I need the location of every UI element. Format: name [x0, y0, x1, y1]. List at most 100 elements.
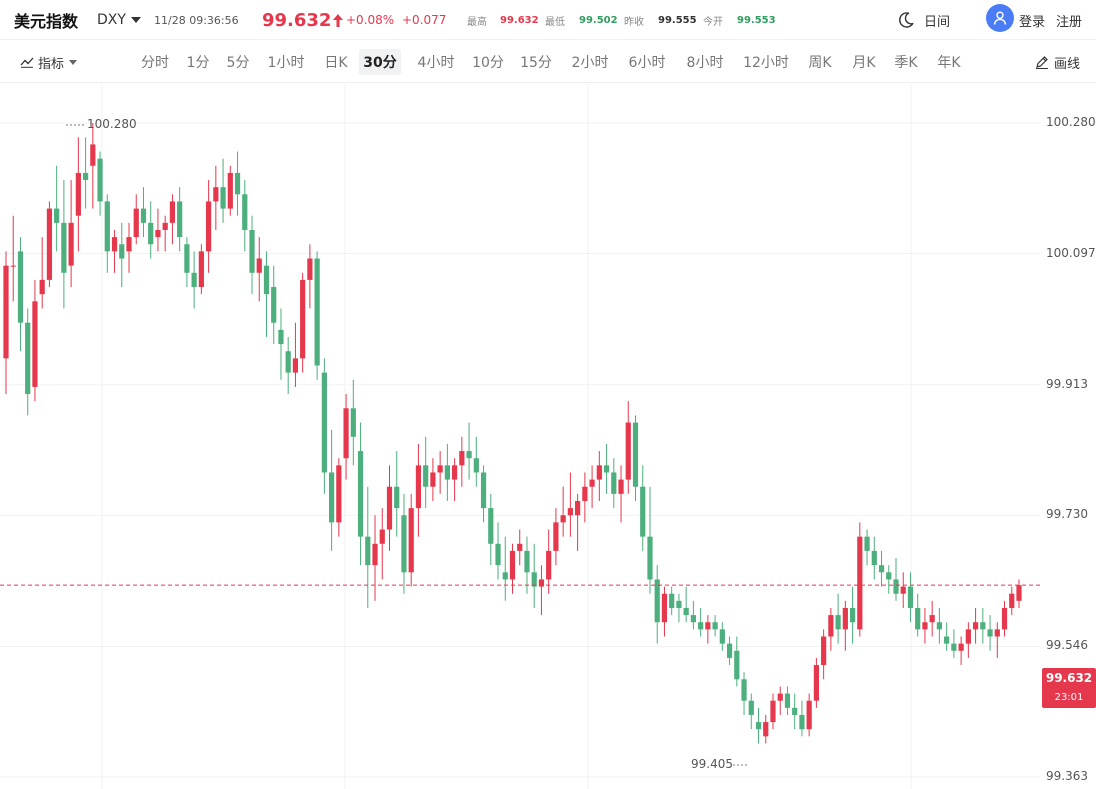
- period-tab[interactable]: 8小时: [686, 55, 724, 71]
- indicator-dropdown[interactable]: 指标: [20, 41, 78, 83]
- period-tab[interactable]: 月K: [852, 55, 876, 71]
- candle-body: [821, 636, 827, 666]
- candle-body: [452, 465, 458, 480]
- period-tab[interactable]: 2小时: [571, 55, 609, 71]
- candle-body: [198, 251, 204, 288]
- instrument-code-dropdown[interactable]: DXY: [97, 0, 141, 40]
- instrument-code: DXY: [97, 12, 126, 28]
- period-tab[interactable]: 15分: [520, 55, 552, 71]
- stat-low-label: 最低: [545, 16, 565, 28]
- price-axis-tick-label: 100.097: [1046, 245, 1096, 260]
- period-tab[interactable]: 12小时: [743, 55, 789, 71]
- day-night-label[interactable]: 日间: [924, 14, 951, 30]
- moon-icon: [899, 12, 914, 28]
- candle-body: [184, 244, 190, 273]
- candle-body: [546, 550, 552, 580]
- candle-body: [632, 422, 639, 487]
- candle-body: [68, 222, 74, 266]
- period-tab[interactable]: 周K: [808, 55, 832, 71]
- candle-body: [972, 622, 979, 630]
- register-link[interactable]: 注册: [1056, 14, 1083, 30]
- candle-body: [712, 622, 718, 630]
- candle-body: [488, 508, 494, 544]
- candle-body: [227, 172, 233, 209]
- last-price-tag-value: 99.632: [1045, 671, 1093, 685]
- candle-body: [104, 201, 110, 252]
- period-tab[interactable]: 10分: [472, 55, 504, 71]
- candle-body: [987, 629, 993, 637]
- candle-body: [39, 279, 45, 295]
- candle-body: [575, 500, 581, 516]
- candle-body: [690, 615, 696, 623]
- candle-body: [784, 693, 791, 708]
- candle-body: [567, 508, 573, 516]
- period-tab[interactable]: 5分: [226, 55, 250, 71]
- candle-body: [97, 158, 103, 202]
- last-price: 99.632: [262, 0, 344, 40]
- candle-body: [799, 714, 805, 730]
- period-tab[interactable]: 4小时: [417, 55, 455, 71]
- chart-toolbar: 指标 分时 1分 5分 1小时 日K 30分 4小时 10分 15分 2小时 6小时 8小时 12小时 周…: [0, 41, 1096, 83]
- period-tab[interactable]: 30分: [359, 49, 401, 75]
- candle-body: [944, 636, 950, 644]
- candle-body: [531, 572, 537, 587]
- candle-body: [365, 536, 371, 566]
- candle-body: [936, 622, 943, 630]
- period-tab[interactable]: 日K: [324, 55, 348, 71]
- candle-body: [669, 593, 675, 608]
- candle-body: [473, 458, 479, 473]
- candle-body: [379, 529, 385, 544]
- candle-body: [430, 472, 436, 487]
- candle-body: [495, 543, 501, 566]
- period-tab[interactable]: 分时: [141, 55, 169, 71]
- candle-body: [307, 258, 313, 280]
- candle-body: [755, 722, 762, 730]
- candle-body: [329, 472, 335, 523]
- theme-toggle-button[interactable]: [897, 0, 915, 40]
- high-marker-label: 100.280: [87, 117, 137, 131]
- candle-body: [408, 508, 414, 573]
- candle-body: [915, 607, 921, 630]
- period-tab[interactable]: 季K: [894, 55, 918, 71]
- candle-body: [509, 550, 516, 580]
- candle-body: [835, 615, 841, 630]
- stat-open-label: 今开: [703, 16, 723, 28]
- candle-body: [517, 543, 523, 551]
- candlestick-plot[interactable]: [0, 84, 1096, 789]
- price-axis-tick-label: 99.913: [1046, 376, 1088, 391]
- candle-body: [75, 172, 81, 216]
- candle-body: [278, 329, 284, 345]
- period-tab[interactable]: 6小时: [628, 55, 666, 71]
- candle-body: [719, 629, 725, 644]
- candle-body: [155, 229, 161, 238]
- candle-body: [683, 607, 689, 616]
- draw-line-button[interactable]: 画线: [1034, 41, 1080, 83]
- stat-high-value: 99.632: [500, 14, 539, 26]
- candle-body: [661, 593, 668, 623]
- candle-body: [734, 650, 740, 680]
- candle-body: [864, 536, 870, 551]
- caret-down-icon: [69, 59, 78, 65]
- period-tab[interactable]: 年K: [937, 55, 961, 71]
- candle-body: [726, 643, 733, 658]
- candle-body: [177, 201, 183, 238]
- period-tab[interactable]: 1分: [186, 55, 210, 71]
- candle-body: [336, 465, 342, 523]
- avatar[interactable]: [986, 4, 1014, 32]
- candle-body: [806, 700, 812, 730]
- candle-body: [907, 586, 914, 608]
- period-tab[interactable]: 1小时: [267, 55, 305, 71]
- trend-icon: [20, 57, 34, 68]
- candle-body: [618, 479, 624, 494]
- candle-body: [994, 629, 1000, 637]
- candle-body: [900, 586, 906, 594]
- candlestick-chart[interactable]: 100.280 100.097 99.913 99.730 99.546 99.363 1…: [0, 84, 1096, 789]
- stat-low-value: 99.502: [579, 14, 618, 26]
- login-link[interactable]: 登录: [1019, 14, 1046, 30]
- candle-body: [538, 579, 545, 587]
- candle-body: [958, 643, 964, 651]
- candle-body: [763, 722, 769, 737]
- candle-body: [480, 472, 487, 509]
- last-price-tag: 99.632 23:01: [1042, 668, 1096, 708]
- stat-prevclose-label: 昨收: [624, 16, 644, 28]
